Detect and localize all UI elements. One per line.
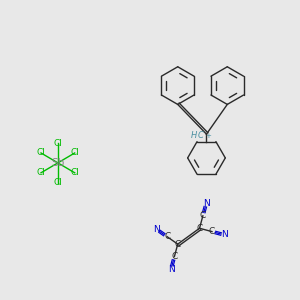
Text: Cl: Cl xyxy=(53,178,62,187)
Text: Cl: Cl xyxy=(37,148,46,158)
Text: Sb: Sb xyxy=(51,158,64,168)
Text: C: C xyxy=(175,240,181,249)
Text: Cl: Cl xyxy=(53,139,62,148)
Text: Cl: Cl xyxy=(70,148,79,158)
Text: N: N xyxy=(168,265,174,274)
Text: C: C xyxy=(200,211,206,220)
Text: C: C xyxy=(164,232,170,241)
Text: Cl: Cl xyxy=(70,168,79,177)
Text: C: C xyxy=(171,252,178,261)
Text: C: C xyxy=(196,224,203,233)
Text: N: N xyxy=(221,230,228,239)
Text: C: C xyxy=(209,227,215,236)
Text: N: N xyxy=(153,225,160,234)
Text: +: + xyxy=(206,133,212,139)
Text: Cl: Cl xyxy=(37,168,46,177)
Text: H: H xyxy=(190,130,196,140)
Text: N: N xyxy=(203,199,210,208)
Text: C: C xyxy=(198,130,203,140)
